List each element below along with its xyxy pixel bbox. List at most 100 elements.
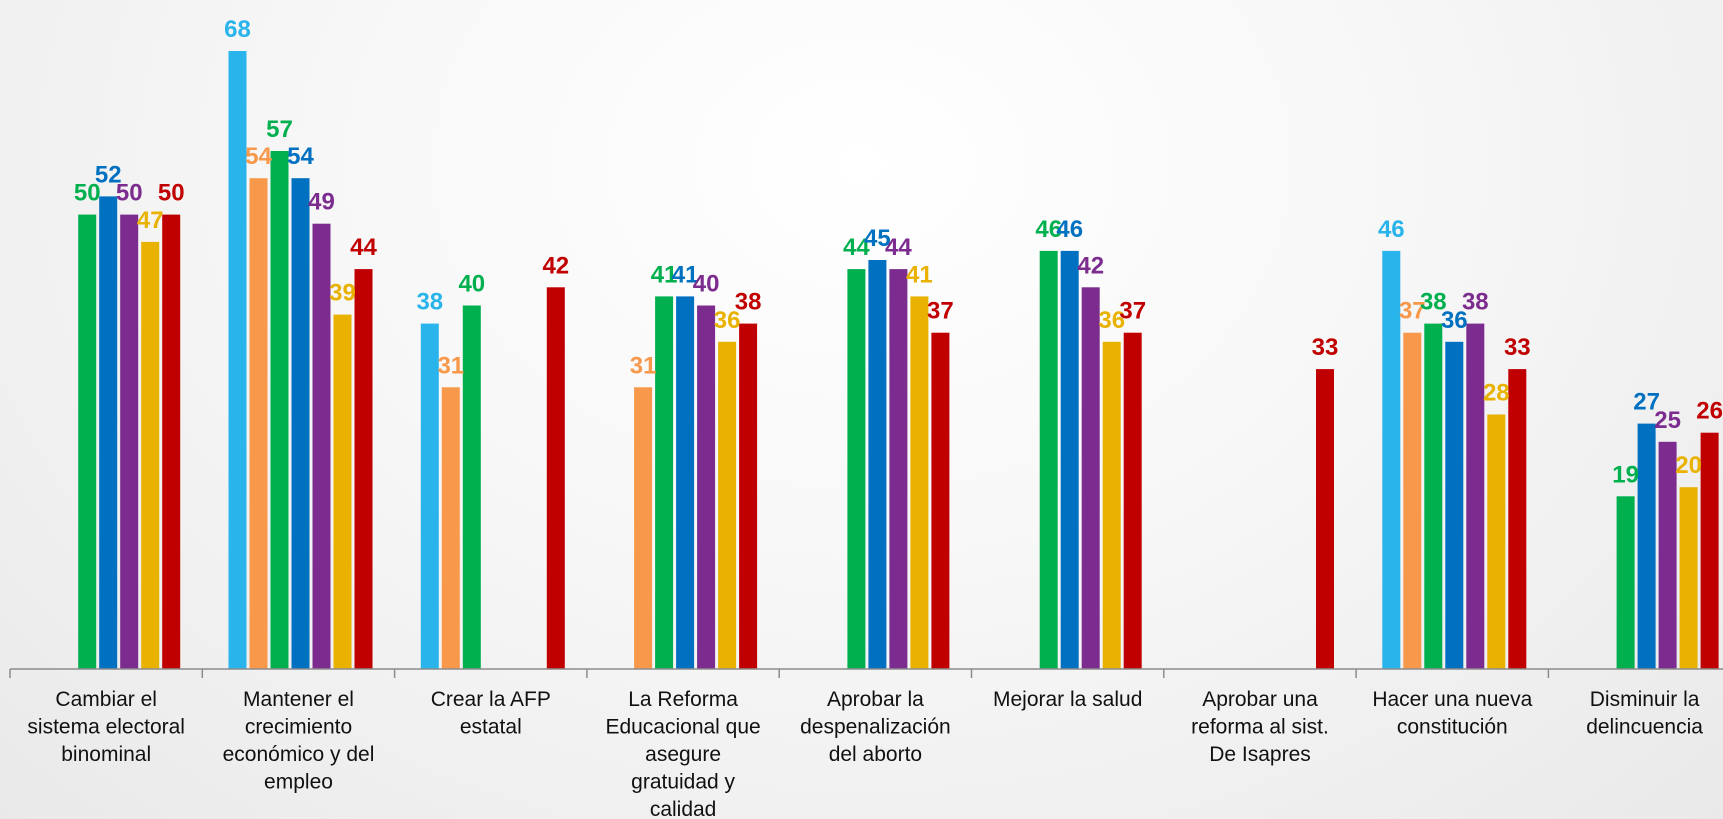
data-label: 50 — [158, 180, 185, 207]
bar — [1466, 323, 1485, 669]
bar — [889, 269, 908, 669]
bar — [1316, 369, 1334, 669]
category-labels-group: Cambiar el sistema electoral binominal Mant… — [27, 688, 1703, 819]
category-label: Crear la AFP estatal — [431, 688, 551, 739]
bar — [546, 287, 565, 669]
bar — [420, 323, 439, 669]
value-labels-group: 5052504750685457544939443831404231414140… — [74, 16, 1723, 488]
bar — [634, 387, 653, 669]
bar — [718, 341, 737, 669]
data-label: 27 — [1633, 389, 1660, 416]
bar — [141, 241, 160, 669]
bar — [228, 51, 247, 669]
bar — [1060, 250, 1079, 669]
data-label: 44 — [885, 234, 912, 261]
bar — [78, 214, 97, 669]
data-label: 41 — [906, 261, 933, 288]
bar — [333, 314, 352, 669]
data-label: 37 — [927, 298, 954, 325]
x-axis — [9, 668, 1723, 678]
data-label: 44 — [350, 234, 377, 261]
data-label: 26 — [1696, 398, 1723, 425]
category-label: Mantener el crecimiento económico y del emp… — [223, 688, 375, 794]
data-label: 50 — [74, 180, 101, 207]
data-label: 47 — [137, 207, 164, 234]
data-label: 46 — [1056, 216, 1083, 243]
data-label: 41 — [672, 261, 699, 288]
bar — [354, 269, 373, 669]
data-label: 54 — [287, 143, 314, 170]
data-label: 31 — [630, 352, 657, 379]
category-label: Mejorar la salud — [993, 688, 1142, 711]
data-label: 68 — [224, 16, 251, 43]
bar — [1658, 441, 1677, 669]
bar — [1445, 341, 1464, 669]
bar — [739, 323, 758, 669]
bar — [1637, 423, 1656, 669]
data-label: 40 — [693, 271, 720, 298]
bar — [291, 178, 310, 669]
category-label: Hacer una nueva constitución — [1372, 688, 1532, 739]
bar — [249, 178, 268, 669]
bar — [120, 214, 139, 669]
data-label: 36 — [1098, 307, 1125, 334]
data-label: 31 — [437, 352, 464, 379]
bar — [270, 151, 289, 669]
data-label: 33 — [1504, 334, 1531, 361]
data-label: 36 — [714, 307, 741, 334]
bar — [1039, 250, 1058, 669]
bar — [1508, 369, 1527, 669]
bar — [847, 269, 866, 669]
data-label: 50 — [116, 180, 143, 207]
data-label: 20 — [1675, 452, 1702, 479]
data-label: 52 — [95, 161, 122, 188]
bar — [1700, 432, 1719, 669]
bars-group — [78, 51, 1719, 669]
data-label: 38 — [1462, 289, 1489, 316]
bar — [1403, 332, 1422, 669]
data-label: 33 — [1312, 334, 1339, 361]
bar — [655, 296, 674, 669]
bar — [868, 260, 887, 669]
data-label: 38 — [735, 289, 762, 316]
category-label: Aprobar la despenalización del aborto — [800, 688, 951, 766]
data-label: 28 — [1483, 380, 1510, 407]
bar — [1382, 250, 1401, 669]
bar — [462, 305, 481, 669]
bar — [1616, 496, 1635, 669]
category-label: Aprobar una reforma al sist. De Isapres — [1191, 688, 1329, 766]
data-label: 37 — [1399, 298, 1426, 325]
data-label: 36 — [1441, 307, 1468, 334]
data-label: 38 — [1420, 289, 1447, 316]
bar — [441, 387, 460, 669]
data-label: 44 — [843, 234, 870, 261]
data-label: 45 — [864, 225, 891, 252]
data-label: 54 — [245, 143, 272, 170]
bar — [697, 305, 716, 669]
bar — [312, 223, 331, 669]
data-label: 57 — [266, 116, 293, 143]
bar — [1424, 323, 1443, 669]
bar — [1679, 487, 1698, 669]
bar — [99, 196, 118, 669]
bar — [676, 296, 695, 669]
category-label: Disminuir la delincuencia — [1586, 688, 1703, 739]
bar — [931, 332, 950, 669]
data-label: 42 — [542, 252, 569, 279]
data-label: 42 — [1077, 252, 1104, 279]
data-label: 46 — [1035, 216, 1062, 243]
data-label: 46 — [1378, 216, 1405, 243]
data-label: 49 — [308, 189, 335, 216]
data-label: 37 — [1119, 298, 1146, 325]
data-label: 25 — [1654, 407, 1681, 434]
data-label: 38 — [416, 289, 443, 316]
bar — [1081, 287, 1100, 669]
bar — [910, 296, 929, 669]
data-label: 40 — [458, 271, 485, 298]
data-label: 39 — [329, 280, 356, 307]
bar — [162, 214, 181, 669]
bar — [1123, 332, 1142, 669]
category-label: Cambiar el sistema electoral binominal — [27, 688, 185, 766]
bar — [1487, 414, 1506, 669]
